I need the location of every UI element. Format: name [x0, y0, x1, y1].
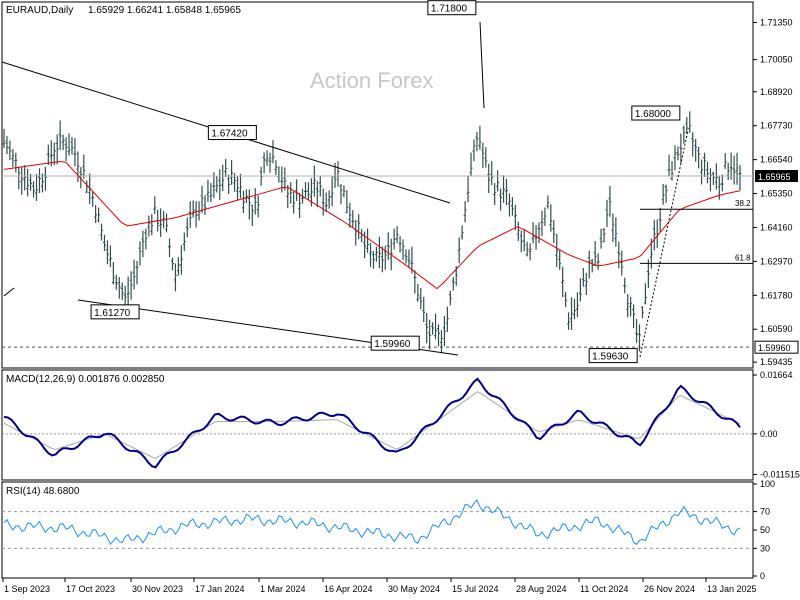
left-tick-line	[3, 287, 15, 297]
fib-label: 38.2	[735, 199, 751, 208]
level-label-box	[90, 304, 140, 320]
watermark: Action Forex	[310, 68, 434, 93]
rally-dotted-line	[639, 129, 689, 358]
time-tick-label: 16 Apr 2024	[324, 584, 373, 594]
level-labels: 1.71800 1.67420 1.61270 1.59960 1.59630 1.680…	[90, 0, 681, 364]
level-label: 1.71800	[431, 4, 468, 15]
price-tick-label: 1.71350	[760, 18, 793, 28]
moving-average	[3, 160, 741, 290]
time-tick-label: 26 Nov 2024	[644, 584, 695, 594]
time-tick-label: 15 Jul 2024	[452, 584, 499, 594]
time-tick-label: 13 Jan 2025	[707, 584, 757, 594]
current-price-box	[755, 170, 798, 183]
macd-tick-label: -0.011515	[760, 470, 800, 480]
price-tick-label: 1.67730	[760, 121, 793, 131]
peak-connector	[479, 21, 485, 109]
level-label: 1.61270	[94, 308, 131, 319]
ma-line	[3, 160, 741, 290]
price-tick-label: 1.61780	[760, 290, 793, 300]
price-tick-label: 1.66540	[760, 155, 793, 165]
macd-axis: 0.01664 0.00 -0.011515	[753, 370, 800, 480]
price-axis: 1.71350 1.70050 1.68920 1.67730 1.66540 1.653…	[753, 18, 799, 367]
macd-signal-line	[3, 391, 741, 459]
price-tick-label: 1.70050	[760, 55, 793, 65]
rsi-title: RSI(14) 48.6800	[6, 486, 80, 497]
macd-series	[2, 377, 753, 469]
level-label: 1.59960	[374, 339, 411, 350]
rsi-series	[2, 498, 753, 549]
macd-tick-label: 0.00	[760, 429, 778, 439]
macd-tick-label: 0.01664	[760, 370, 793, 380]
rsi-tick-label: 100	[760, 479, 775, 489]
level-label: 1.68000	[635, 109, 672, 120]
price-tick-label: 1.59435	[760, 357, 793, 367]
rsi-tick-label: 50	[760, 525, 770, 535]
time-axis: 1 Sep 2023 17 Oct 2023 30 Nov 2023 17 Jan 2…	[2, 578, 757, 594]
reference-price-box	[754, 340, 799, 354]
reference-price-label: 1.59960	[758, 343, 791, 353]
time-tick-label: 28 Aug 2024	[516, 584, 567, 594]
level-label-box	[370, 335, 420, 351]
time-tick-label: 11 Oct 2024	[580, 584, 628, 594]
rsi-tick-label: 0	[760, 571, 765, 581]
price-series	[2, 111, 753, 354]
symbol-label: EURAUD,Daily	[6, 5, 73, 16]
price-tick-label: 1.60590	[760, 324, 793, 334]
current-price-label: 1.65965	[758, 172, 791, 182]
rsi-tick-label: 70	[760, 507, 770, 517]
price-tick-label: 1.65350	[760, 189, 793, 199]
time-tick-label: 17 Jan 2024	[195, 584, 245, 594]
level-label-box	[631, 105, 681, 121]
ohlc-readout: 1.65929 1.66241 1.65848 1.65965	[88, 5, 241, 16]
rsi-axis: 100 70 50 30 0	[753, 479, 775, 581]
fib-label: 61.8	[735, 253, 751, 262]
rsi-line	[3, 498, 741, 546]
level-label-box	[207, 125, 257, 141]
price-tick-label: 1.64160	[760, 222, 793, 232]
level-label: 1.67420	[211, 129, 248, 140]
macd-title: MACD(12,26,9) 0.001876 0.002850	[6, 374, 165, 385]
rsi-panel	[1, 481, 754, 579]
price-tick-label: 1.62970	[760, 256, 793, 266]
time-tick-label: 17 Oct 2023	[66, 584, 115, 594]
level-label: 1.59630	[592, 352, 629, 363]
fibonacci-levels: 38.2 61.8	[640, 199, 753, 264]
macd-panel	[1, 369, 754, 481]
time-tick-label: 30 May 2024	[388, 584, 440, 594]
macd-line	[3, 377, 741, 469]
time-tick-label: 30 Nov 2023	[132, 584, 183, 594]
level-label-box	[588, 348, 638, 364]
time-tick-label: 1 Mar 2024	[260, 584, 306, 594]
level-label-box	[427, 0, 477, 16]
rsi-tick-label: 30	[760, 543, 770, 553]
time-tick-label: 1 Sep 2023	[4, 584, 50, 594]
price-tick-label: 1.68920	[760, 87, 793, 97]
